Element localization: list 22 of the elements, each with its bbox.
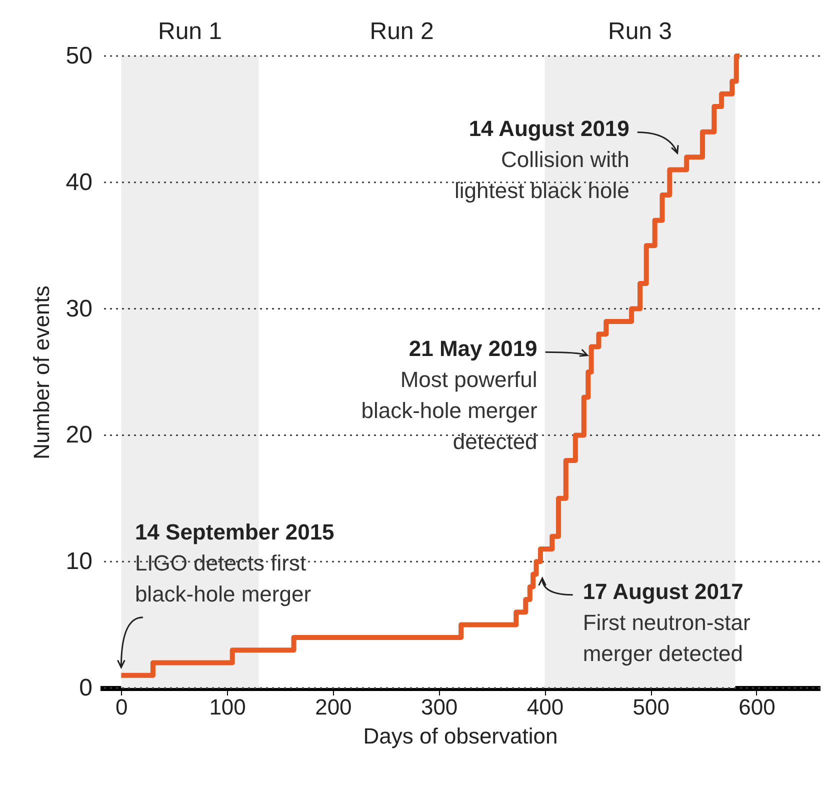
x-tick-label: 400 bbox=[526, 694, 564, 720]
y-tick-label: 30 bbox=[66, 295, 92, 322]
y-tick-label: 10 bbox=[66, 548, 92, 576]
x-tick-label: 600 bbox=[738, 694, 776, 720]
band-label: Run 1 bbox=[158, 18, 222, 45]
band-label: Run 3 bbox=[608, 18, 672, 45]
y-tick-label: 50 bbox=[66, 42, 92, 70]
x-tick-label: 100 bbox=[209, 694, 246, 720]
y-tick-label: 20 bbox=[66, 422, 92, 449]
annotation: 21 May 2019 Most powerful black-hole merger detected bbox=[361, 336, 538, 454]
annotation: 14 August 2019 Collision with lightest black hole bbox=[454, 116, 630, 204]
x-tick-label: 500 bbox=[632, 694, 670, 720]
x-axis-title: Days of observation bbox=[363, 724, 558, 748]
annotation: 17 August 2017 First neutron-star merger detected bbox=[582, 578, 750, 666]
x-tick-label: 0 bbox=[116, 694, 128, 720]
y-axis-title: Number of events bbox=[28, 286, 54, 460]
annotation: 14 September 2015 LIGO detects first black-hole merger bbox=[134, 519, 334, 606]
y-tick-label: 0 bbox=[79, 674, 92, 702]
x-tick-label: 200 bbox=[315, 694, 352, 720]
y-tick-label: 40 bbox=[66, 168, 92, 196]
x-tick-label: 300 bbox=[420, 694, 458, 720]
band-label: Run 2 bbox=[370, 18, 434, 45]
